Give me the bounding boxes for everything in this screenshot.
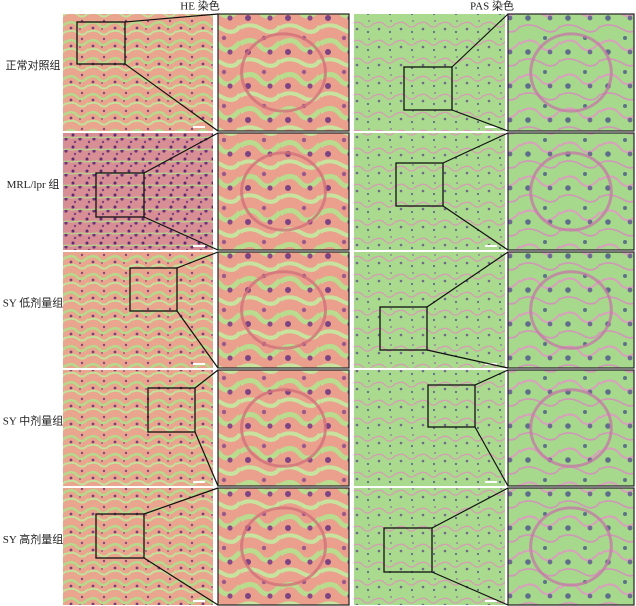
- scale-bar: [485, 481, 497, 483]
- zoom-line: [474, 369, 509, 386]
- he-image: [63, 133, 213, 250]
- magnify-box: [147, 387, 196, 433]
- glomerulus: [529, 388, 613, 468]
- zoom-line: [194, 369, 219, 389]
- magnify-box: [95, 172, 145, 218]
- scale-bar: [193, 363, 205, 365]
- glomerulus: [529, 270, 613, 350]
- scale-bar: [193, 126, 205, 128]
- scale-bar: [193, 600, 205, 602]
- glomerulus: [240, 388, 327, 468]
- scale-bar: [485, 126, 497, 128]
- pas-image: [354, 14, 505, 131]
- zoom-line: [431, 487, 509, 529]
- glomerulus: [240, 270, 327, 350]
- pas-image: [354, 488, 505, 605]
- glomerulus: [240, 32, 327, 113]
- magnify-box: [403, 66, 453, 111]
- zoom-line: [451, 13, 509, 68]
- zoom-line: [124, 63, 219, 132]
- he-image: [63, 252, 213, 368]
- magnify-box: [76, 21, 126, 65]
- row-label: SY 低剂量组: [3, 296, 63, 310]
- he-header: HE 染色: [180, 0, 219, 13]
- he-zoom-image: [217, 13, 350, 132]
- scale-bar: [485, 600, 497, 602]
- scale-bar: [193, 245, 205, 247]
- he-image: [63, 370, 213, 486]
- pas-zoom-image: [507, 13, 635, 132]
- panel-grid: 正常对照组 MRL/lpr 组 SY 低剂量组 SY 中剂量组 SY 高剂量组: [3, 13, 635, 606]
- zoom-line: [442, 205, 509, 251]
- scale-bar: [193, 481, 205, 483]
- zoom-line: [442, 132, 509, 164]
- pas-zoom-image: [507, 251, 635, 369]
- zoom-line: [143, 557, 219, 606]
- zoom-line: [426, 349, 509, 369]
- zoom-line: [176, 251, 219, 269]
- row-label: MRL/lpr 组: [7, 177, 60, 191]
- glomerulus: [529, 32, 613, 113]
- zoom-line: [194, 431, 219, 487]
- he-image: [63, 14, 213, 131]
- row-label: SY 高剂量组: [3, 532, 63, 546]
- pas-zoom-image: [507, 369, 635, 487]
- magnify-box: [379, 306, 428, 351]
- pas-image: [354, 370, 505, 486]
- row-label: 正常对照组: [6, 58, 61, 72]
- zoom-line: [143, 132, 219, 174]
- glomerulus: [240, 151, 327, 232]
- magnify-box: [129, 267, 178, 312]
- magnify-box: [395, 162, 444, 207]
- zoom-line: [124, 13, 219, 23]
- pas-zoom-image: [507, 132, 635, 251]
- he-zoom-image: [217, 251, 350, 369]
- he-zoom-image: [217, 369, 350, 487]
- row-label: SY 中剂量组: [3, 414, 63, 428]
- pas-zoom-image: [507, 487, 635, 606]
- glomerulus: [529, 506, 613, 587]
- zoom-line: [474, 426, 509, 487]
- zoom-line: [451, 109, 509, 132]
- zoom-line: [143, 216, 219, 251]
- zoom-line: [426, 251, 509, 308]
- magnify-box: [427, 384, 476, 428]
- zoom-line: [143, 487, 219, 515]
- zoom-line: [431, 571, 509, 606]
- he-zoom-image: [217, 132, 350, 251]
- zoom-line: [176, 310, 219, 369]
- magnify-box: [383, 527, 433, 573]
- magnify-box: [95, 513, 145, 559]
- pas-header: PAS 染色: [470, 0, 514, 13]
- scale-bar: [485, 245, 497, 247]
- glomerulus: [240, 506, 327, 587]
- glomerulus: [529, 151, 613, 232]
- he-zoom-image: [217, 487, 350, 606]
